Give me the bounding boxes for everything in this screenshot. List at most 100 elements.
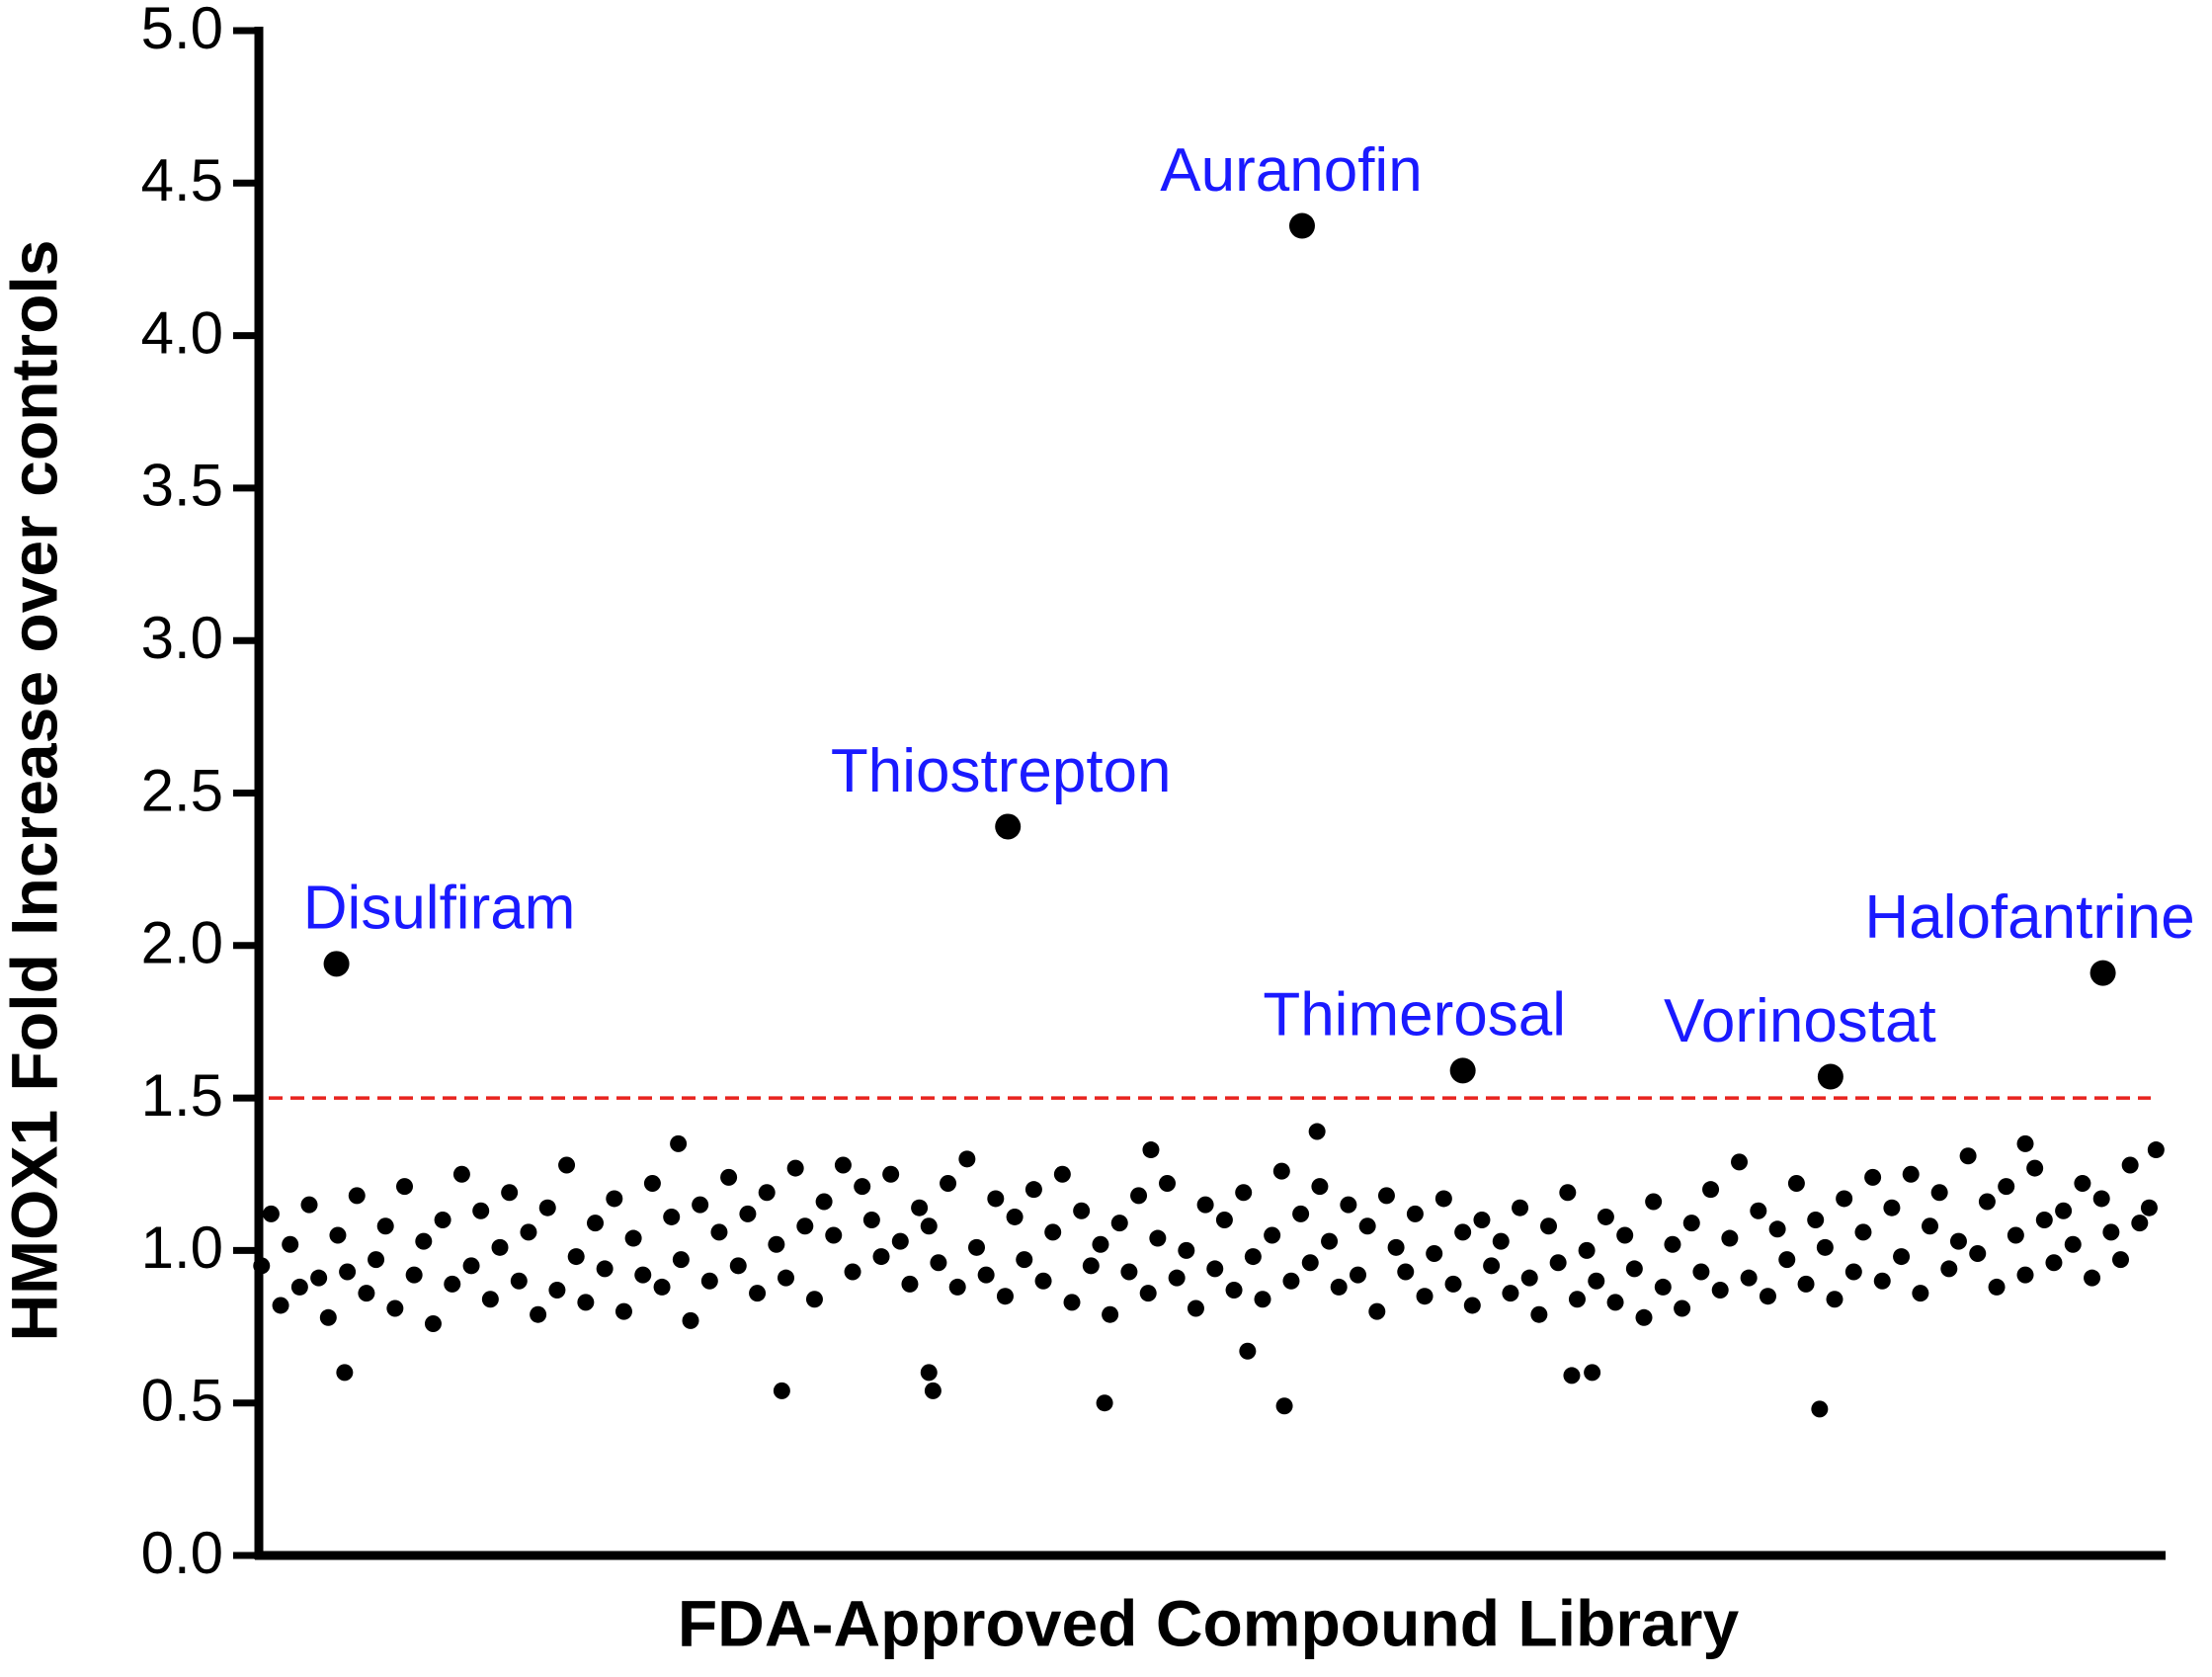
data-point <box>634 1266 652 1284</box>
data-point <box>2084 1269 2101 1287</box>
data-point <box>1778 1251 1796 1269</box>
highlighted-point <box>1449 1057 1476 1084</box>
y-tick-label: 0.5 <box>141 1368 223 1434</box>
data-point <box>1559 1184 1577 1202</box>
data-point <box>1301 1254 1319 1272</box>
highlighted-point <box>995 813 1022 840</box>
data-point <box>2055 1202 2073 1219</box>
data-point <box>1473 1212 1491 1229</box>
data-point <box>1549 1254 1567 1272</box>
y-tick-label: 1.0 <box>141 1215 223 1281</box>
data-point <box>501 1184 519 1202</box>
data-point <box>2140 1199 2158 1216</box>
data-point <box>596 1260 614 1278</box>
data-point <box>2045 1254 2063 1272</box>
data-point <box>1130 1187 1148 1205</box>
data-point <box>462 1257 480 1275</box>
data-point <box>1006 1208 1024 1225</box>
data-point <box>1807 1212 1825 1229</box>
data-point <box>2112 1251 2130 1269</box>
data-point <box>2007 1226 2024 1244</box>
data-point <box>1368 1302 1386 1320</box>
data-point <box>891 1232 909 1250</box>
data-point <box>773 1382 790 1399</box>
data-point <box>1606 1294 1624 1311</box>
data-point <box>1168 1269 1186 1287</box>
data-point <box>1540 1217 1558 1235</box>
data-point <box>2016 1266 2034 1284</box>
data-point <box>530 1305 547 1323</box>
data-point <box>272 1297 289 1314</box>
y-tick-label: 2.5 <box>141 757 223 823</box>
data-point <box>1235 1184 1253 1202</box>
data-point <box>996 1288 1014 1305</box>
data-point <box>1082 1257 1100 1275</box>
data-point <box>1350 1266 1367 1284</box>
data-point <box>1816 1238 1834 1256</box>
data-point <box>567 1248 585 1266</box>
data-point <box>339 1263 357 1281</box>
point-annotation: Vorinostat <box>1664 987 1936 1055</box>
data-point <box>1940 1260 1958 1278</box>
data-point <box>1377 1187 1395 1205</box>
data-point <box>253 1257 271 1275</box>
data-point <box>1178 1241 1195 1259</box>
data-point <box>1016 1251 1033 1269</box>
data-point <box>1645 1193 1663 1211</box>
data-point <box>368 1251 385 1269</box>
data-point <box>1759 1288 1776 1305</box>
data-point <box>987 1190 1005 1208</box>
data-point <box>911 1199 929 1216</box>
data-point <box>1998 1178 2015 1196</box>
y-tick-label: 3.5 <box>141 453 223 519</box>
data-point <box>1397 1263 1415 1281</box>
data-point <box>968 1238 986 1256</box>
data-point <box>1978 1193 1996 1211</box>
data-point <box>1597 1208 1614 1225</box>
data-point <box>1196 1196 1214 1214</box>
data-point <box>1272 1162 1290 1180</box>
data-point <box>1444 1275 1462 1293</box>
data-point <box>1282 1272 1300 1290</box>
data-point <box>2064 1235 2082 1253</box>
data-point <box>672 1251 690 1269</box>
data-point <box>1740 1269 1758 1287</box>
data-point <box>520 1223 537 1241</box>
data-point <box>1264 1226 1281 1244</box>
y-tick-label: 2.0 <box>141 910 223 976</box>
data-point <box>1520 1269 1538 1287</box>
data-point <box>1139 1285 1157 1302</box>
data-point <box>924 1382 942 1399</box>
data-point <box>872 1248 890 1266</box>
data-point <box>2016 1134 2034 1152</box>
y-tick-label: 5.0 <box>141 0 223 61</box>
data-point <box>2074 1175 2091 1193</box>
data-point <box>1254 1291 1271 1308</box>
data-point <box>862 1212 880 1229</box>
data-point <box>1616 1226 1634 1244</box>
data-point <box>1664 1235 1681 1253</box>
data-point <box>1512 1199 1529 1216</box>
data-point <box>1225 1282 1243 1300</box>
highlighted-point <box>1817 1063 1843 1090</box>
data-point <box>587 1215 605 1232</box>
data-point <box>510 1272 528 1290</box>
data-point <box>606 1190 623 1208</box>
data-point <box>1568 1291 1586 1308</box>
data-point <box>729 1257 747 1275</box>
data-point <box>1330 1278 1348 1296</box>
y-tick-label: 3.0 <box>141 605 223 671</box>
data-point <box>844 1263 861 1281</box>
data-point <box>1692 1263 1710 1281</box>
data-point <box>1702 1181 1720 1199</box>
data-point <box>1073 1202 1091 1219</box>
point-annotation: Thiostrepton <box>831 737 1172 805</box>
data-point <box>577 1294 595 1311</box>
data-point <box>786 1159 804 1177</box>
data-point <box>538 1199 556 1216</box>
data-point <box>948 1278 966 1296</box>
data-point <box>2035 1212 2053 1229</box>
data-point <box>319 1308 337 1326</box>
data-point <box>1292 1205 1310 1222</box>
data-point <box>778 1269 795 1287</box>
